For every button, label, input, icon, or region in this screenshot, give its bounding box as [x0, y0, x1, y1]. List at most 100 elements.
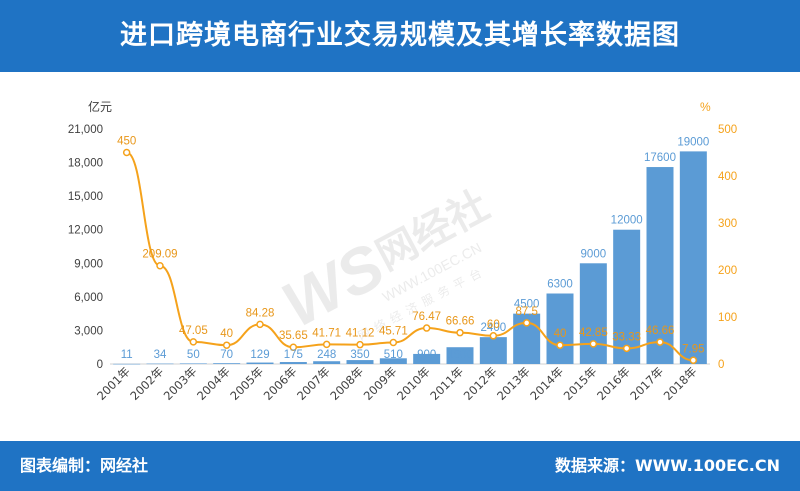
y-axis-unit-label: 亿元 — [88, 99, 112, 114]
growth-point-2017年 — [656, 338, 664, 346]
x-tick-label: 2002年 — [127, 364, 166, 403]
growth-value-label: 84.28 — [246, 307, 275, 319]
bar-value-label: 17600 — [644, 152, 676, 164]
x-tick-label: 2006年 — [261, 364, 300, 403]
bar-2015年 — [579, 263, 607, 364]
footer-credit: 图表编制：网经社 — [20, 456, 149, 475]
bar-2008年 — [346, 360, 374, 364]
x-tick-label: 2013年 — [494, 364, 533, 403]
bar-value-label: 350 — [350, 349, 369, 361]
x-tick-label: 2015年 — [561, 364, 600, 403]
growth-point-2015年 — [589, 340, 598, 348]
bar-value-label: 900 — [417, 349, 436, 361]
growth-value-label: 87.5 — [515, 306, 537, 318]
growth-value-label: 42.85 — [579, 327, 608, 339]
footer-bar: 图表编制：网经社 数据来源：WWW.100EC.CN — [0, 441, 800, 491]
x-tick-label: 2009年 — [361, 364, 400, 403]
bar-2018年 — [679, 151, 707, 364]
bar-2016年 — [613, 229, 641, 364]
bar-value-label: 2400 — [481, 322, 507, 334]
bar-2012年 — [479, 337, 507, 364]
y2-tick-label: 400 — [718, 171, 737, 183]
bar-value-label: 129 — [250, 349, 269, 361]
x-tick-label: 2016年 — [594, 364, 633, 403]
growth-value-label: 41.71 — [312, 327, 341, 339]
y2-tick-label: 200 — [718, 265, 737, 277]
growth-point-2007年 — [322, 340, 331, 349]
y-tick-label: 9,000 — [74, 258, 103, 270]
growth-value-label: 40 — [220, 328, 233, 340]
x-tick-label: 2017年 — [627, 364, 666, 403]
y-tick-label: 6,000 — [74, 292, 103, 304]
y2-tick-label: 100 — [718, 312, 737, 324]
x-tick-label: 2011年 — [427, 364, 466, 403]
y-tick-label: 0 — [97, 359, 103, 371]
growth-value-label: 46.66 — [646, 325, 675, 337]
growth-point-2013年 — [522, 319, 531, 327]
y2-tick-label: 300 — [718, 218, 737, 230]
bar-value-label: 19000 — [677, 136, 709, 148]
x-tick-label: 2010年 — [394, 364, 433, 403]
header-bar: 进口跨境电商行业交易规模及其增长率数据图 — [0, 0, 800, 72]
bar-value-label: 50 — [187, 349, 200, 361]
x-tick-label: 2003年 — [161, 364, 200, 403]
bar-value-label: 510 — [384, 349, 403, 361]
x-tick-label: 2014年 — [527, 364, 566, 403]
growth-point-2003年 — [189, 338, 198, 346]
bar-2004年 — [213, 363, 241, 364]
bar-2009年 — [379, 358, 407, 364]
bar-2003年 — [179, 363, 207, 364]
x-tick-label: 2005年 — [227, 364, 266, 403]
y-tick-label: 12,000 — [68, 225, 103, 237]
growth-point-2002年 — [156, 261, 164, 270]
growth-point-2018年 — [689, 356, 698, 365]
growth-point-2014年 — [556, 341, 564, 349]
y2-tick-label: 500 — [718, 124, 737, 136]
growth-value-label: 60 — [487, 319, 500, 331]
page-title: 进口跨境电商行业交易规模及其增长率数据图 — [120, 20, 680, 51]
bar-value-label: 70 — [220, 349, 233, 361]
x-tick-label: 2018年 — [661, 364, 700, 403]
x-tick-label: 2004年 — [194, 364, 233, 403]
growth-point-2008年 — [356, 340, 364, 349]
growth-point-2005年 — [256, 320, 264, 329]
bar-2002年 — [146, 363, 174, 365]
y-tick-label: 15,000 — [68, 191, 103, 203]
y2-tick-label: 0 — [718, 359, 724, 371]
growth-value-label: 209.09 — [142, 249, 177, 261]
growth-point-2016年 — [622, 344, 631, 353]
bar-value-label: 175 — [284, 349, 303, 361]
growth-value-label: 41.12 — [346, 328, 375, 340]
x-tick-label: 2008年 — [327, 364, 366, 403]
footer-source: 数据来源：WWW.100EC.CN — [554, 456, 780, 475]
bar-2006年 — [279, 362, 307, 364]
growth-value-label: 40 — [554, 328, 567, 340]
bar-value-label: 12000 — [611, 215, 643, 227]
bar-value-label: 1500 — [447, 349, 473, 361]
y-tick-label: 18,000 — [68, 158, 103, 170]
growth-value-label: 7.95 — [682, 343, 704, 355]
growth-value-label: 450 — [117, 136, 136, 148]
bar-2005年 — [246, 362, 274, 364]
bar-2011年 — [446, 347, 474, 364]
bar-2007年 — [313, 361, 341, 364]
growth-value-label: 35.65 — [279, 330, 308, 342]
growth-point-2004年 — [222, 341, 231, 349]
y2-axis-unit-label: % — [700, 100, 711, 114]
growth-point-2010年 — [422, 324, 431, 332]
bar-value-label: 248 — [317, 349, 336, 361]
bar-2010年 — [413, 353, 441, 364]
y-tick-label: 21,000 — [68, 124, 103, 136]
x-tick-label: 2007年 — [294, 364, 333, 403]
bar-value-label: 34 — [154, 349, 167, 361]
growth-point-2006年 — [289, 343, 298, 351]
growth-value-label: 45.71 — [379, 326, 408, 338]
growth-value-label: 33.33 — [612, 331, 641, 343]
x-tick-label: 2012年 — [461, 364, 500, 403]
growth-value-label: 47.05 — [179, 325, 208, 337]
bar-2001年 — [113, 363, 141, 365]
growth-point-2011年 — [456, 328, 464, 337]
y-tick-label: 3,000 — [74, 325, 103, 337]
growth-point-2012年 — [489, 332, 498, 340]
